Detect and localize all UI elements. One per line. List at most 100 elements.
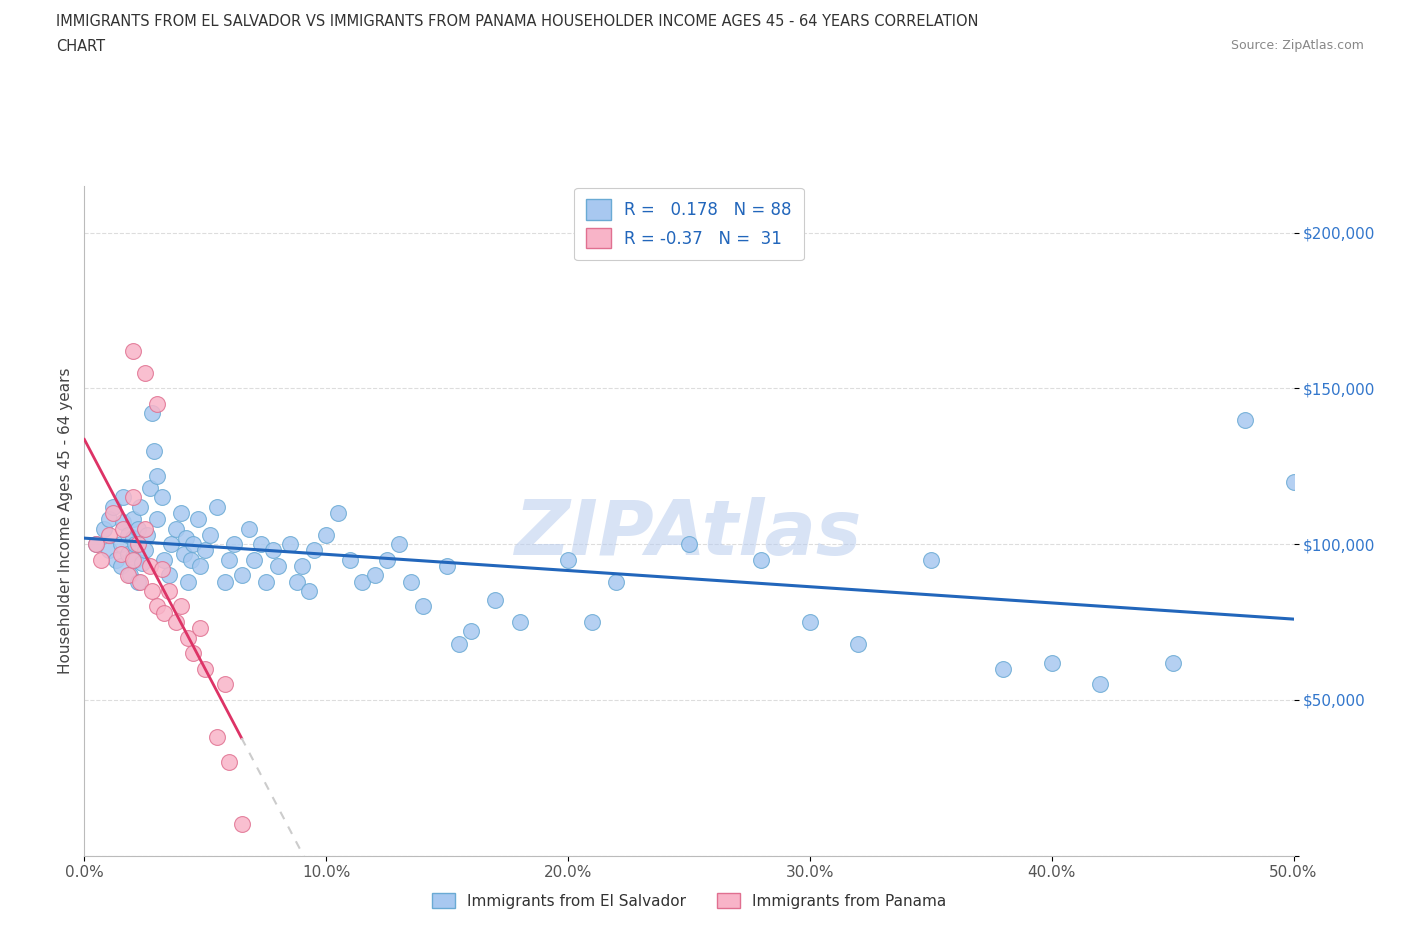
Point [153, 605, 176, 620]
Point [581, 615, 603, 630]
Point [157, 568, 180, 583]
Point [121, 550, 143, 565]
Point [146, 396, 169, 411]
Point [449, 636, 471, 651]
Point [509, 615, 531, 630]
Point [678, 537, 700, 551]
Point [121, 490, 143, 505]
Point [242, 552, 264, 567]
Point [267, 559, 290, 574]
Point [436, 559, 458, 574]
Point [218, 552, 240, 567]
Point [218, 755, 240, 770]
Point [412, 599, 434, 614]
Point [181, 537, 204, 551]
Point [238, 521, 260, 536]
Text: ZIPAtlas: ZIPAtlas [515, 498, 863, 571]
Point [153, 552, 176, 567]
Point [231, 817, 253, 832]
Point [117, 546, 139, 561]
Point [214, 677, 236, 692]
Point [291, 559, 314, 574]
Point [112, 490, 135, 505]
Point [1040, 655, 1063, 670]
Point [134, 521, 156, 536]
Point [920, 552, 942, 567]
Point [121, 343, 143, 358]
Text: Source: ZipAtlas.com: Source: ZipAtlas.com [1230, 39, 1364, 52]
Point [150, 562, 173, 577]
Point [90, 552, 112, 567]
Point [231, 568, 253, 583]
Point [799, 615, 821, 630]
Point [117, 527, 139, 542]
Point [93, 521, 115, 536]
Point [181, 645, 204, 660]
Point [285, 574, 308, 589]
Point [194, 543, 217, 558]
Point [751, 552, 773, 567]
Point [170, 506, 193, 521]
Point [157, 583, 180, 598]
Point [146, 468, 169, 483]
Point [388, 537, 411, 551]
Point [298, 583, 321, 598]
Point [460, 624, 482, 639]
Point [110, 559, 132, 574]
Point [110, 537, 132, 551]
Point [160, 537, 183, 551]
Point [146, 512, 169, 526]
Point [224, 537, 246, 551]
Point [214, 574, 236, 589]
Point [112, 515, 135, 530]
Point [250, 537, 273, 551]
Point [254, 574, 277, 589]
Point [165, 521, 187, 536]
Point [1161, 655, 1184, 670]
Y-axis label: Householder Income Ages 45 - 64 years: Householder Income Ages 45 - 64 years [58, 367, 73, 674]
Point [103, 499, 125, 514]
Point [97, 527, 120, 542]
Point [129, 574, 152, 589]
Point [97, 543, 120, 558]
Point [352, 574, 374, 589]
Point [124, 537, 146, 551]
Point [141, 405, 163, 420]
Point [131, 555, 153, 570]
Legend: Immigrants from El Salvador, Immigrants from Panama: Immigrants from El Salvador, Immigrants … [426, 886, 952, 915]
Point [86, 537, 108, 551]
Point [120, 568, 142, 583]
Point [165, 615, 187, 630]
Point [993, 661, 1015, 676]
Point [375, 552, 398, 567]
Point [134, 543, 156, 558]
Point [278, 537, 301, 551]
Point [399, 574, 422, 589]
Point [117, 568, 139, 583]
Point [127, 537, 149, 551]
Point [146, 599, 169, 614]
Point [557, 552, 579, 567]
Point [187, 512, 209, 526]
Point [605, 574, 627, 589]
Point [180, 552, 202, 567]
Point [97, 512, 120, 526]
Point [121, 530, 143, 545]
Point [190, 559, 212, 574]
Point [129, 499, 152, 514]
Point [127, 574, 149, 589]
Point [207, 499, 229, 514]
Point [177, 574, 200, 589]
Point [484, 592, 506, 607]
Point [124, 552, 146, 567]
Point [134, 365, 156, 380]
Point [150, 490, 173, 505]
Point [138, 481, 160, 496]
Point [173, 546, 195, 561]
Point [198, 527, 221, 542]
Point [143, 444, 166, 458]
Point [86, 537, 108, 551]
Point [121, 512, 143, 526]
Point [174, 530, 197, 545]
Point [190, 621, 212, 636]
